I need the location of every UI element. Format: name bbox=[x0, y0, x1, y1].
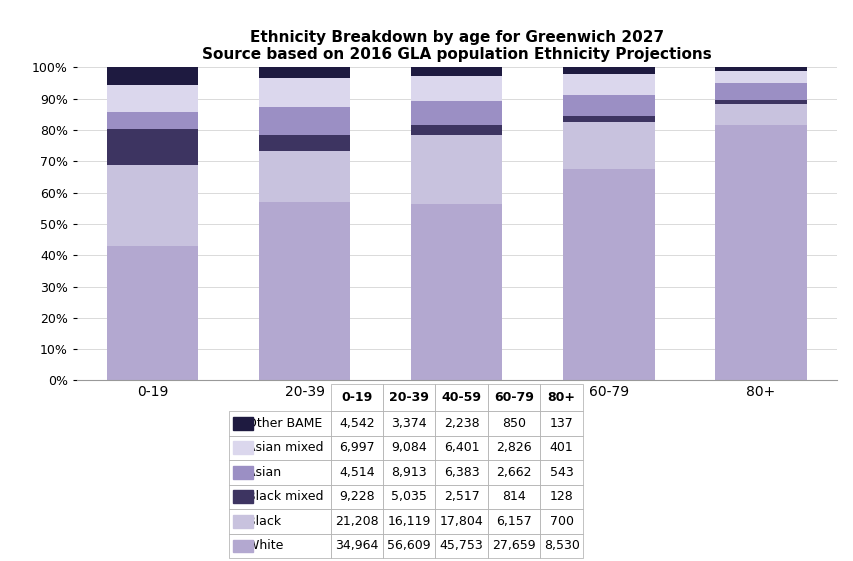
Bar bbox=[563, 169, 653, 380]
Bar bbox=[411, 125, 502, 135]
Bar bbox=[259, 135, 350, 151]
Bar bbox=[107, 67, 198, 85]
Bar bbox=[411, 204, 502, 380]
Bar bbox=[107, 246, 198, 380]
Bar bbox=[563, 116, 653, 122]
Bar bbox=[563, 74, 653, 95]
Bar bbox=[715, 100, 805, 104]
Bar bbox=[715, 125, 805, 380]
Bar bbox=[563, 67, 653, 74]
Bar bbox=[411, 100, 502, 125]
Bar bbox=[411, 135, 502, 204]
Bar bbox=[563, 122, 653, 169]
Bar bbox=[715, 71, 805, 84]
Bar bbox=[259, 151, 350, 201]
Bar bbox=[107, 85, 198, 112]
Bar bbox=[563, 95, 653, 116]
Bar bbox=[107, 164, 198, 246]
Bar bbox=[411, 67, 502, 76]
Bar bbox=[259, 78, 350, 107]
Bar bbox=[107, 129, 198, 164]
Bar bbox=[411, 76, 502, 100]
Bar bbox=[259, 107, 350, 135]
Bar bbox=[107, 112, 198, 129]
Bar bbox=[259, 67, 350, 78]
Bar bbox=[715, 84, 805, 100]
Title: Ethnicity Breakdown by age for Greenwich 2027
Source based on 2016 GLA populatio: Ethnicity Breakdown by age for Greenwich… bbox=[202, 30, 711, 62]
Bar bbox=[259, 201, 350, 380]
Bar bbox=[715, 67, 805, 71]
Bar bbox=[715, 104, 805, 125]
